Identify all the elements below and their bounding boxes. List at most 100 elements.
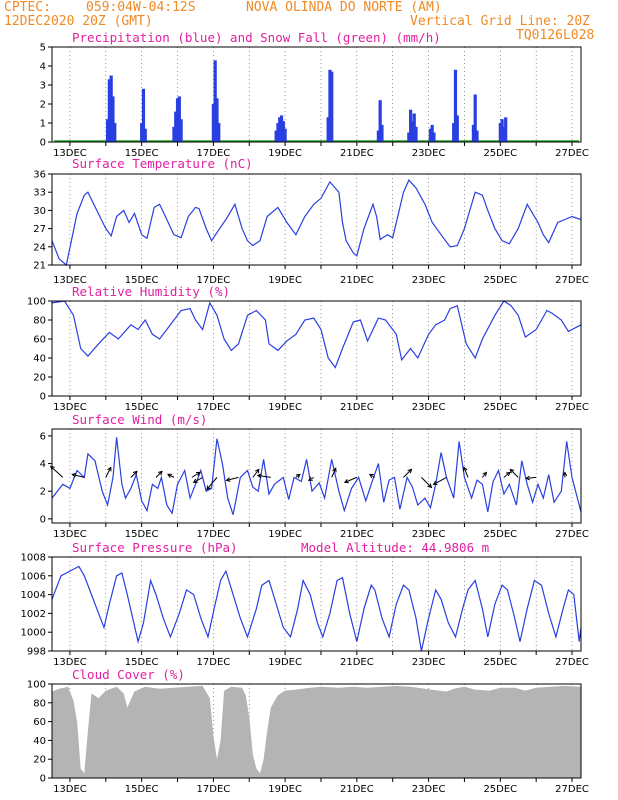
panel-frame [51,46,582,143]
series-line [51,565,582,652]
wind-arrowhead [307,476,313,481]
wind-vector [503,471,511,478]
precip-bar [380,124,384,142]
precip-bar [140,123,144,142]
wind-arrowhead [192,478,198,483]
wind-vector [463,467,469,478]
x-tick-label: 17DEC [197,784,231,795]
x-tick-label: 25DEC [483,402,517,413]
precip-bar [141,88,146,142]
header-datetime: 12DEC2020 20Z (GMT) [4,14,153,29]
wind-vector [433,476,447,485]
x-tick-label: 15DEC [125,148,159,159]
wind-arrowhead [256,473,262,479]
x-tick-label: 15DEC [125,275,159,286]
wind-vector [509,469,519,478]
x-tick-label: 21DEC [340,784,374,795]
y-tick-label: 40 [33,354,46,365]
y-tick-label: 24 [33,242,46,253]
header-coords: 059:04W-04:12S [86,0,196,15]
wind-arrowhead [206,485,211,491]
x-tick-label: 15DEC [125,784,159,795]
x-tick-label: 17DEC [197,657,231,668]
wind-arrowhead [158,470,163,476]
precip-bar [330,71,334,142]
x-tick-label: 27DEC [555,275,589,286]
precip-bar [105,119,110,142]
x-tick-label: 15DEC [125,657,159,668]
precip-bar [498,123,502,142]
panel-0: Precipitation (blue) and Snow Fall (gree… [40,30,589,159]
x-tick-label: 25DEC [483,784,517,795]
precip-bar [376,130,380,142]
wind-vector [206,477,218,490]
precip-bar [211,104,215,142]
x-tick-label: 13DEC [53,529,87,540]
wind-arrowhead [505,471,511,477]
wind-vector [252,469,260,478]
y-tick-label: 30 [33,206,46,217]
x-tick-label: 21DEC [340,275,374,286]
panel-title: Surface Wind (m/s) [72,412,207,427]
y-tick-label: 27 [33,224,46,235]
y-tick-label: 100 [27,680,46,691]
precip-bar [283,128,287,142]
precip-bar [504,117,508,142]
precip-bar [428,128,432,142]
wind-arrowhead [295,473,301,479]
precip-bar [177,96,181,142]
precip-bar [409,109,413,142]
x-tick-label: 19DEC [268,784,302,795]
y-tick-label: 80 [33,316,46,327]
wind-arrowhead [463,466,468,472]
y-tick-label: 1002 [21,609,46,620]
x-tick-label: 23DEC [412,784,446,795]
y-tick-label: 4 [40,62,46,73]
wind-arrowhead [167,473,172,478]
x-tick-label: 19DEC [268,275,302,286]
header-station: NOVA OLINDA DO NORTE (AM) [246,0,442,15]
x-tick-label: 21DEC [340,529,374,540]
y-tick-label: 20 [33,373,46,384]
x-tick-label: 13DEC [53,148,87,159]
precip-bar [500,119,504,142]
precip-bar [172,126,176,142]
wind-arrowhead [509,468,515,474]
x-tick-label: 15DEC [125,402,159,413]
x-tick-label: 19DEC [268,148,302,159]
precip-bar [471,124,476,142]
wind-vector [191,471,201,478]
y-tick-label: 100 [27,297,46,308]
precip-bar [430,124,434,142]
y-tick-label: 1008 [21,553,46,564]
panel-title: Relative Humidity (%) [72,284,230,299]
y-tick-label: 0 [40,138,46,149]
precip-bar [502,126,506,142]
wind-arrowhead [195,471,201,477]
x-tick-label: 27DEC [555,784,589,795]
x-tick-label: 23DEC [412,657,446,668]
y-tick-label: 21 [33,261,46,272]
x-tick-label: 17DEC [197,275,231,286]
y-tick-label: 1 [40,119,46,130]
panel-frame [51,683,582,779]
wind-vector [50,466,64,478]
header-model-code: TQ0126L028 [516,28,595,43]
wind-arrowhead [254,468,260,474]
wind-arrowhead [368,473,374,479]
x-tick-label: 23DEC [412,148,446,159]
x-tick-label: 19DEC [268,529,302,540]
wind-arrowhead [427,483,433,489]
header-grid-note: Vertical Grid Line: 20Z [410,14,591,29]
x-tick-label: 19DEC [268,402,302,413]
x-tick-label: 17DEC [197,529,231,540]
wind-arrowhead [562,471,568,477]
precip-bar [410,121,415,142]
y-tick-label: 0 [40,774,46,785]
x-tick-label: 27DEC [555,148,589,159]
x-tick-label: 17DEC [197,402,231,413]
precip-bar [328,69,332,142]
x-tick-label: 23DEC [412,529,446,540]
y-tick-label: 0 [40,514,46,525]
wind-arrowhead [107,466,112,472]
